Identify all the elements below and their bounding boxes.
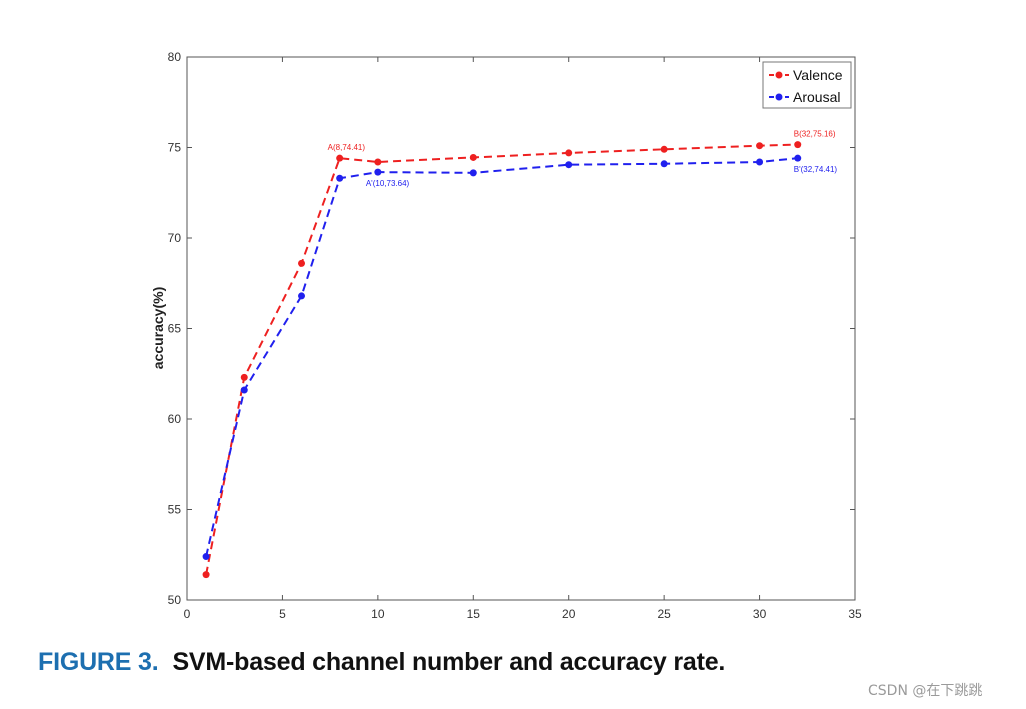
data-point-valence bbox=[794, 141, 802, 149]
x-tick-label: 0 bbox=[184, 607, 191, 621]
data-point-arousal bbox=[240, 386, 248, 394]
annotation-label: A(8,74.41) bbox=[328, 143, 366, 152]
series-line-valence bbox=[205, 143, 798, 575]
y-tick-label: 80 bbox=[168, 50, 182, 64]
plot-area bbox=[186, 56, 856, 601]
annotation-label: B(32,75.16) bbox=[794, 130, 836, 139]
data-point-valence bbox=[240, 373, 248, 381]
data-point-arousal bbox=[660, 160, 668, 168]
data-point-valence bbox=[298, 259, 306, 267]
data-point-arousal bbox=[756, 158, 764, 166]
data-point-arousal bbox=[374, 168, 382, 176]
y-axis-label: accuracy(%) bbox=[150, 287, 166, 370]
y-tick-label: 50 bbox=[168, 593, 182, 607]
axis-ticks: 0 5 10 15 20 25 30 35 50 55 60 65 70 75 80 bbox=[168, 50, 862, 621]
figure-caption: FIGURE 3. SVM-based channel number and ac… bbox=[38, 648, 725, 677]
x-tick-label: 20 bbox=[562, 607, 576, 621]
series-layer bbox=[202, 141, 802, 579]
x-tick-label: 10 bbox=[371, 607, 385, 621]
legend-label-arousal: Arousal bbox=[793, 89, 840, 105]
data-point-valence bbox=[374, 158, 382, 166]
data-point-arousal bbox=[794, 154, 802, 162]
x-tick-label: 25 bbox=[657, 607, 671, 621]
y-tick-label: 60 bbox=[168, 412, 182, 426]
series-line-arousal bbox=[205, 157, 798, 557]
x-tick-label: 5 bbox=[279, 607, 286, 621]
annotation-label: A'(10,73.64) bbox=[366, 179, 410, 188]
annotation-label: B'(32,74.41) bbox=[794, 165, 838, 174]
y-tick-label: 55 bbox=[168, 503, 182, 517]
data-point-arousal bbox=[469, 169, 477, 177]
legend: Valence Arousal bbox=[762, 61, 852, 109]
figure-caption-text: SVM-based channel number and accuracy ra… bbox=[172, 648, 726, 676]
data-point-arousal bbox=[336, 174, 344, 182]
x-tick-label: 15 bbox=[467, 607, 481, 621]
data-point-valence bbox=[336, 154, 344, 162]
y-tick-label: 75 bbox=[168, 141, 182, 155]
annotations-layer: A(8,74.41) A'(10,73.64) B(32,75.16) B'(32,7… bbox=[328, 130, 838, 189]
data-point-valence bbox=[756, 142, 764, 150]
data-point-arousal bbox=[202, 553, 210, 561]
legend-marker-arousal bbox=[775, 93, 783, 101]
figure-number: FIGURE 3. bbox=[38, 648, 159, 676]
x-tick-label: 30 bbox=[753, 607, 767, 621]
x-tick-label: 35 bbox=[848, 607, 862, 621]
legend-label-valence: Valence bbox=[793, 67, 843, 83]
data-point-arousal bbox=[565, 161, 573, 169]
data-point-valence bbox=[565, 149, 573, 157]
data-point-valence bbox=[202, 571, 210, 579]
data-point-arousal bbox=[298, 292, 306, 300]
legend-marker-valence bbox=[775, 71, 783, 79]
data-point-valence bbox=[469, 153, 477, 161]
legend-box bbox=[762, 61, 852, 109]
data-point-valence bbox=[660, 145, 668, 153]
y-tick-label: 65 bbox=[168, 322, 182, 336]
watermark: CSDN @在下跳跳 bbox=[868, 683, 983, 699]
y-tick-label: 70 bbox=[168, 231, 182, 245]
